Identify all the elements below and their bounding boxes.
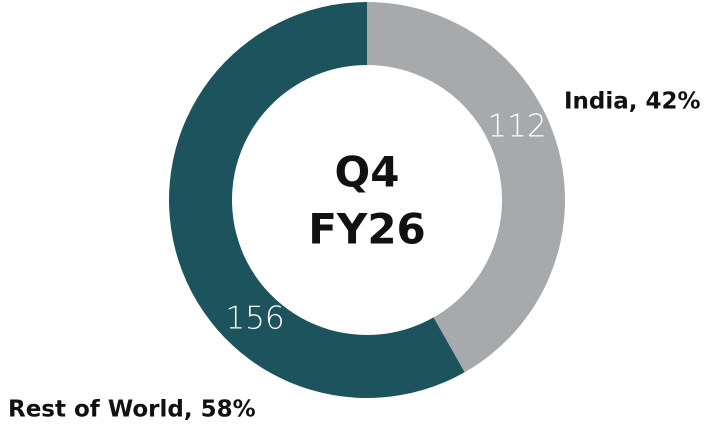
donut-segment bbox=[367, 2, 565, 373]
data-label: 156 bbox=[225, 301, 284, 337]
data-label: 112 bbox=[487, 109, 546, 145]
donut-segment bbox=[168, 2, 465, 398]
category-label: Rest of World, 58% bbox=[8, 397, 256, 423]
category-label: India, 42% bbox=[564, 89, 701, 115]
center-label: Q4 bbox=[335, 148, 400, 197]
center-label: FY26 bbox=[308, 205, 426, 254]
